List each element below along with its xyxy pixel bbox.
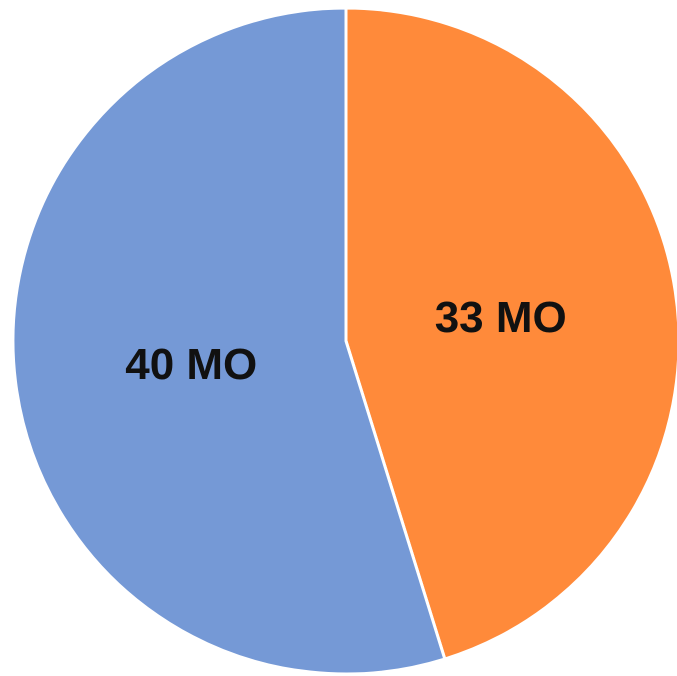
pie-slice-label: 33 MO	[435, 293, 567, 342]
pie-labels: 33 MO 40 MO	[125, 293, 567, 389]
pie-slice-40-mo	[11, 6, 447, 676]
pie-slices	[11, 6, 677, 676]
pie-slice-label: 40 MO	[125, 340, 257, 389]
pie-slice-33-mo	[344, 6, 677, 661]
